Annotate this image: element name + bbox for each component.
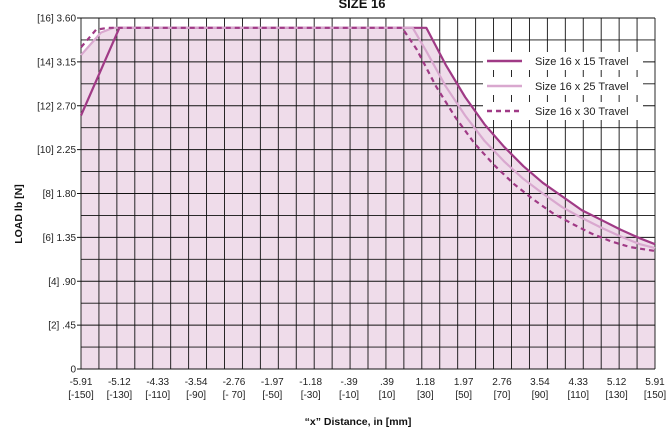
x-tick-label-mm: [50]	[455, 390, 472, 401]
x-tick-label-mm: [-150]	[68, 390, 94, 401]
series-line-1	[79, 26, 656, 246]
x-tick-label-mm: [-90]	[186, 390, 206, 401]
x-axis-ticks: -5.91 [-150] -5.12 [-130] -4.33 [-110] -3.54 [-…	[68, 377, 666, 401]
legend-label-1: Size 16 x 15 Travel	[535, 56, 629, 68]
legend: Size 16 x 15 Travel Size 16 x 25 Travel Si…	[483, 52, 643, 120]
x-tick-label: 4.33	[569, 377, 589, 388]
x-tick-label-mm: [110]	[568, 390, 590, 401]
y-tick-label: [2] .45	[48, 321, 76, 332]
x-tick-label: 1.18	[416, 377, 436, 388]
series-line-3	[80, 26, 656, 253]
y-tick-label: [12] 2.70	[37, 101, 76, 112]
y-axis-label: LOAD lb [N]	[13, 184, 25, 244]
x-tick-label: -1.97	[261, 377, 284, 388]
x-tick-label-mm: [-110]	[145, 390, 170, 401]
x-tick-label-mm: [10]	[379, 390, 396, 401]
x-axis-label: “x” Distance, in [mm]	[305, 416, 412, 428]
x-tick-label: -4.33	[146, 377, 169, 388]
y-tick-label: [16] 3.60	[37, 14, 76, 25]
x-tick-label: 5.91	[645, 377, 665, 388]
chart-title: SIZE 16	[339, 0, 386, 11]
x-tick-label: -.39	[340, 377, 358, 388]
grid	[80, 17, 656, 370]
y-axis-ticks: [16] 3.60 [14] 3.15 [12] 2.70 [10] 2.25 [8] …	[37, 14, 81, 376]
x-tick-label: -5.91	[70, 377, 93, 388]
y-tick-label: [14] 3.15	[37, 57, 76, 68]
legend-bg	[483, 77, 643, 95]
legend-bg	[483, 102, 643, 120]
x-tick-label: -5.12	[108, 377, 131, 388]
y-tick-label: 0	[70, 365, 76, 376]
x-tick-label-mm: [-10]	[339, 390, 359, 401]
x-tick-label-mm: [150]	[644, 390, 666, 401]
x-tick-label: 1.97	[454, 377, 474, 388]
x-tick-label: 3.54	[530, 377, 550, 388]
series-lines	[79, 26, 656, 253]
x-tick-label: .39	[380, 377, 394, 388]
x-tick-label: -2.76	[223, 377, 246, 388]
x-tick-label: -3.54	[185, 377, 208, 388]
x-tick-label-mm: [- 70]	[223, 390, 246, 401]
legend-label-3: Size 16 x 30 Travel	[535, 106, 629, 118]
x-tick-label: -1.18	[299, 377, 322, 388]
y-tick-label: [10] 2.25	[37, 145, 76, 156]
x-tick-label-mm: [-50]	[262, 390, 282, 401]
y-tick-label: [4] .90	[48, 277, 76, 288]
x-tick-label-mm: [70]	[494, 390, 511, 401]
x-tick-label-mm: [-130]	[107, 390, 133, 401]
x-tick-label-mm: [90]	[532, 390, 549, 401]
x-tick-label: 2.76	[492, 377, 512, 388]
x-tick-label: 5.12	[607, 377, 627, 388]
legend-bg	[483, 52, 643, 70]
legend-label-2: Size 16 x 25 Travel	[535, 81, 629, 93]
x-tick-label-mm: [130]	[606, 390, 628, 401]
x-tick-label-mm: [-30]	[301, 390, 321, 401]
y-tick-label: [6] 1.35	[43, 233, 77, 244]
y-tick-label: [8] 1.80	[43, 189, 77, 200]
series-line-2	[80, 26, 656, 250]
x-tick-label-mm: [30]	[417, 390, 434, 401]
